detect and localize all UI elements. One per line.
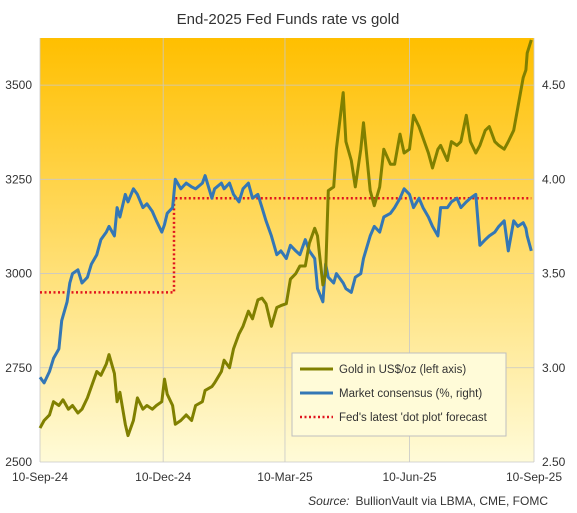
x-tick-label: 10-Sep-25 [506, 470, 562, 484]
right-tick-label: 3.50 [542, 267, 566, 281]
left-tick-label: 3000 [5, 267, 32, 281]
series-lines [38, 39, 533, 438]
right-axis: 2.50 3.00 3.50 4.00 4.50 [542, 78, 566, 469]
x-axis: 10-Sep-24 10-Dec-24 10-Mar-25 10-Jun-25 … [12, 470, 562, 484]
legend-label-dot-plot: Fed's latest 'dot plot' forecast [339, 412, 488, 424]
right-tick-label: 4.50 [542, 78, 566, 92]
right-tick-label: 3.00 [542, 361, 566, 375]
source-label: Source: [308, 494, 349, 508]
gold-price-line [38, 39, 533, 438]
right-tick-label: 4.00 [542, 172, 566, 186]
left-tick-label: 2750 [5, 361, 32, 375]
left-tick-label: 3500 [5, 78, 32, 92]
left-tick-label: 3250 [5, 172, 32, 186]
legend-label-gold: Gold in US$/oz (left axis) [339, 364, 466, 376]
source-note: Source: BullionVault via LBMA, CME, FOMC [308, 494, 548, 508]
dot-plot-forecast-line [40, 196, 532, 294]
right-tick-label: 2.50 [542, 455, 566, 469]
x-tick-label: 10-Sep-24 [12, 470, 68, 484]
left-tick-label: 2500 [5, 455, 32, 469]
x-tick-label: 10-Dec-24 [135, 470, 191, 484]
chart-title: End-2025 Fed Funds rate vs gold [177, 11, 400, 28]
x-tick-label: 10-Jun-25 [382, 470, 436, 484]
source-text: BullionVault via LBMA, CME, FOMC [356, 494, 549, 508]
left-axis: 2500 2750 3000 3250 3500 [5, 78, 32, 469]
x-tick-label: 10-Mar-25 [257, 470, 313, 484]
legend-label-consensus: Market consensus (%, right) [339, 388, 482, 400]
market-consensus-line [38, 174, 533, 385]
legend: Gold in US$/oz (left axis) Market consen… [291, 352, 507, 437]
